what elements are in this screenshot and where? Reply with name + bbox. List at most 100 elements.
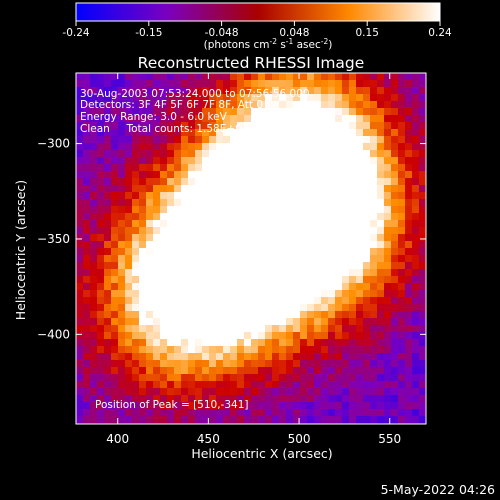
heatmap-cell [342, 276, 350, 284]
heatmap-cell [300, 101, 308, 109]
heatmap-cell [307, 150, 315, 158]
heatmap-cell [398, 234, 406, 242]
heatmap-cell [230, 360, 238, 368]
heatmap-cell [335, 122, 343, 130]
heatmap-cell [209, 241, 217, 249]
heatmap-cell [244, 262, 252, 270]
heatmap-cell [153, 318, 161, 326]
heatmap-cell [83, 87, 91, 95]
heatmap-cell [300, 192, 308, 200]
heatmap-cell [90, 269, 98, 277]
heatmap-cell [377, 269, 385, 277]
heatmap-cell [195, 115, 203, 123]
heatmap-cell [132, 262, 140, 270]
heatmap-cell [272, 150, 280, 158]
heatmap-cell [195, 178, 203, 186]
heatmap-cell [265, 178, 273, 186]
heatmap-cell [139, 185, 147, 193]
heatmap-cell [83, 213, 91, 221]
heatmap-cell [412, 241, 420, 249]
heatmap-cell [118, 136, 126, 144]
heatmap-cell [419, 192, 426, 200]
heatmap-cell [237, 94, 245, 102]
heatmap-cell [195, 276, 203, 284]
heatmap-cell [251, 332, 259, 340]
heatmap-cell [314, 234, 322, 242]
heatmap-cell [356, 108, 364, 116]
heatmap-cell [104, 171, 112, 179]
heatmap-cell [335, 73, 343, 81]
heatmap-cell [342, 304, 350, 312]
heatmap-cell [314, 122, 322, 130]
heatmap-cell [97, 136, 105, 144]
heatmap-cell [118, 192, 126, 200]
heatmap-cell [139, 227, 147, 235]
heatmap-cell [209, 178, 217, 186]
heatmap-cell [174, 409, 182, 417]
heatmap-cell [384, 178, 392, 186]
heatmap-cell [216, 248, 224, 256]
heatmap-cell [349, 367, 357, 375]
heatmap-cell [111, 283, 119, 291]
heatmap-cell [321, 171, 329, 179]
heatmap-cell [405, 262, 413, 270]
heatmap-cell [328, 395, 336, 403]
heatmap-cell [293, 346, 301, 354]
heatmap-cell [279, 269, 287, 277]
heatmap-cell [272, 381, 280, 389]
heatmap-cell [188, 255, 196, 263]
heatmap-cell [349, 150, 357, 158]
heatmap-cell [377, 87, 385, 95]
heatmap-cell [370, 332, 378, 340]
heatmap-cell [202, 409, 210, 417]
heatmap-cell [216, 346, 224, 354]
heatmap-cell [258, 409, 266, 417]
heatmap-cell [258, 276, 266, 284]
heatmap-cell [335, 374, 343, 382]
heatmap-cell [230, 115, 238, 123]
y-axis-label: Heliocentric Y (arcsec) [13, 180, 28, 320]
heatmap-cell [195, 269, 203, 277]
heatmap-cell [118, 185, 126, 193]
heatmap-cell [146, 402, 154, 410]
heatmap-cell [237, 115, 245, 123]
x-tick-label: 450 [197, 432, 220, 446]
heatmap-cell [188, 402, 196, 410]
heatmap-cell [181, 290, 189, 298]
heatmap-cell [335, 150, 343, 158]
heatmap-cell [139, 269, 147, 277]
heatmap-cell [300, 353, 308, 361]
heatmap-cell [174, 220, 182, 228]
heatmap-cell [76, 192, 84, 200]
heatmap-cell [118, 234, 126, 242]
heatmap-cell [314, 171, 322, 179]
heatmap-cell [90, 94, 98, 102]
heatmap-cell [209, 192, 217, 200]
heatmap-cell [83, 367, 91, 375]
heatmap-cell [244, 388, 252, 396]
heatmap-cell [76, 129, 84, 137]
heatmap-cell [188, 262, 196, 270]
heatmap-cell [279, 220, 287, 228]
heatmap-cell [118, 115, 126, 123]
heatmap-cell [153, 178, 161, 186]
heatmap-cell [125, 339, 133, 347]
heatmap-cell [216, 276, 224, 284]
heatmap-cell [216, 101, 224, 109]
heatmap-cell [181, 206, 189, 214]
heatmap-cell [111, 311, 119, 319]
heatmap-cell [419, 290, 426, 298]
heatmap-cell [384, 255, 392, 263]
heatmap-cell [398, 171, 406, 179]
heatmap-cell [97, 199, 105, 207]
heatmap-cell [328, 374, 336, 382]
heatmap-cell [258, 108, 266, 116]
heatmap-cell [377, 388, 385, 396]
heatmap-cell [307, 297, 315, 305]
heatmap-cell [286, 318, 294, 326]
heatmap-cell [356, 101, 364, 109]
heatmap-cell [342, 346, 350, 354]
heatmap-cell [97, 283, 105, 291]
heatmap-cell [223, 164, 231, 172]
heatmap-cell [90, 311, 98, 319]
